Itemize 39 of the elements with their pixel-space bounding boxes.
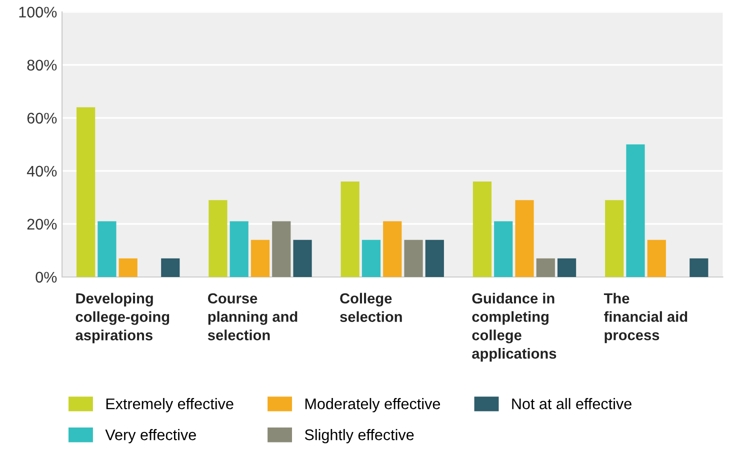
bar <box>383 221 402 277</box>
legend-label: Extremely effective <box>106 398 234 412</box>
legend-label: Not at all effective <box>512 398 632 410</box>
x-tick-label: College selection <box>340 292 402 322</box>
bar <box>208 200 228 277</box>
bar <box>340 182 360 277</box>
bar <box>293 240 312 277</box>
bar <box>230 221 248 277</box>
y-tick-label: 60% <box>27 112 57 124</box>
bar <box>605 200 624 277</box>
bar <box>536 258 555 277</box>
legend-label: Very effective <box>105 429 196 444</box>
bar <box>425 240 444 277</box>
bar <box>362 240 381 277</box>
bar <box>626 144 645 277</box>
bar <box>76 107 96 277</box>
x-tick-label: Course planning and selection <box>208 293 298 340</box>
x-tick-label: Developing college-going aspirations <box>76 292 170 344</box>
bar <box>647 240 666 277</box>
bar <box>472 182 492 277</box>
bar <box>515 200 534 277</box>
bar <box>98 221 116 277</box>
y-tick-label: 20% <box>27 218 57 230</box>
bar <box>557 258 576 277</box>
bar <box>494 221 513 277</box>
bar <box>404 240 423 277</box>
bar <box>161 258 180 277</box>
y-tick-label: 100% <box>19 6 57 18</box>
legend-label: Moderately effective <box>305 398 440 412</box>
bar <box>250 240 270 277</box>
y-tick-label: 80% <box>27 60 57 71</box>
bar <box>118 258 138 277</box>
y-tick-label: 40% <box>26 166 57 177</box>
bar <box>690 258 708 277</box>
y-tick-label: 0% <box>36 272 57 283</box>
x-tick-label: Guidance in completing college applications <box>472 292 556 362</box>
legend-label: Slightly effective <box>304 429 414 444</box>
bar <box>272 221 291 277</box>
x-tick-label: The financial aid process <box>604 292 688 344</box>
